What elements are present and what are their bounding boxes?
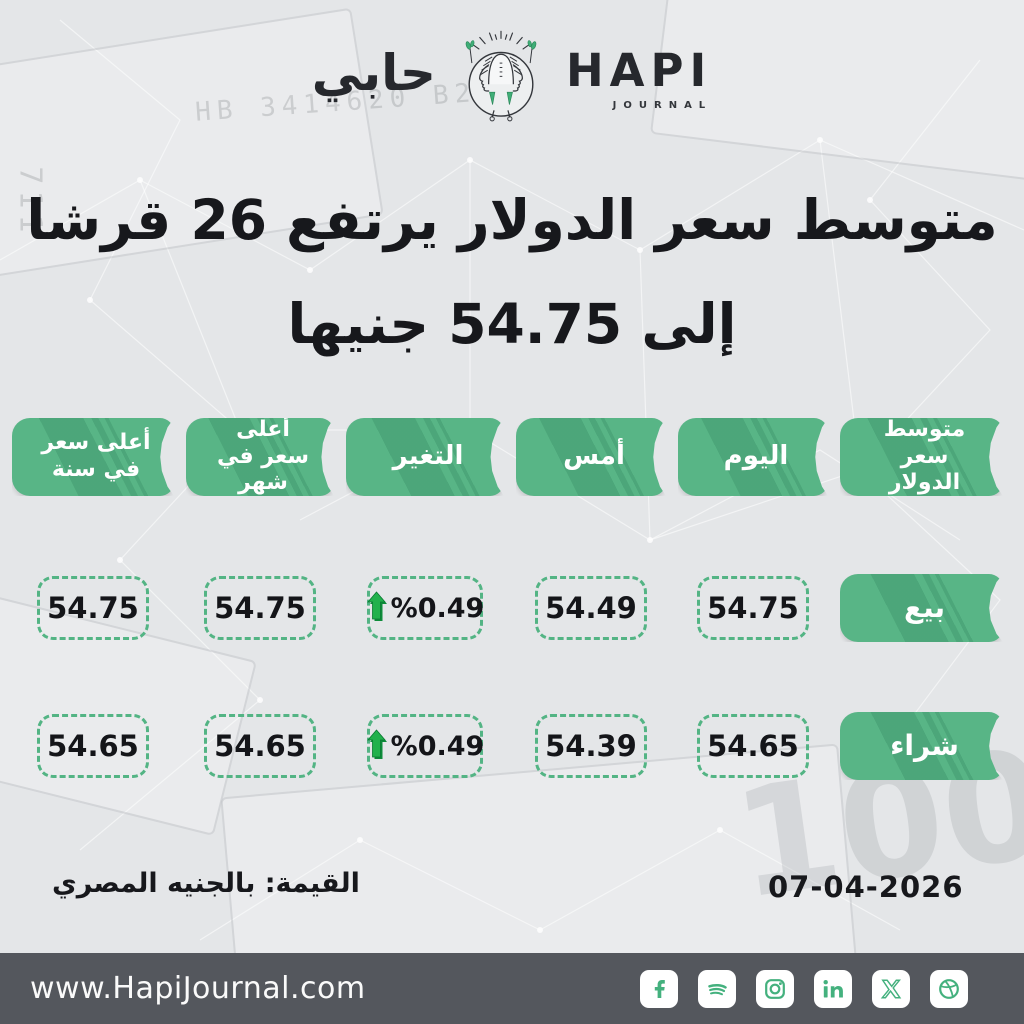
header-change: التغير [346,418,504,496]
cell-sell-year-high: 54.75 [12,576,174,640]
value: 54.75 [47,591,139,625]
headline: متوسط سعر الدولار يرتفع 26 قرشا إلى 54.7… [0,168,1024,376]
hapi-deity-logo-icon [465,30,537,122]
cell-buy-year-high: 54.65 [12,714,174,778]
header-label: اليوم [723,441,789,472]
spotify-icon [698,969,736,1008]
headline-line-2: إلى 54.75 جنيها [287,292,737,356]
brand-latin-title: HAPI [565,43,713,97]
cell-buy-yesterday: 54.39 [516,714,666,778]
cell-sell-change: %0.49 [346,576,504,640]
header-yesterday: أمس [516,418,666,496]
header-label: متوسط سعر الدولار [883,416,966,496]
header-month-high: أعلى سعر في شهر [186,418,334,496]
facebook-icon [640,969,678,1008]
row-label-buy: شراء [840,712,1003,780]
value: 54.75 [707,591,799,625]
cell-sell-month-high: 54.75 [186,576,334,640]
cell-sell-yesterday: 54.49 [516,576,666,640]
header-year-high: أعلى سعر في سنة [12,418,174,496]
cell-buy-today: 54.65 [678,714,828,778]
brand-latin-wordmark: HAPI JOURNAL [566,48,712,111]
brand-logo: حابي [0,26,1024,132]
header-today: اليوم [678,418,828,496]
header-label: أعلى سعر في شهر [216,416,310,496]
value: 54.39 [545,729,637,763]
instagram-icon [756,969,794,1008]
value: %0.49 [390,592,485,624]
footnote-row: القيمة: بالجنيه المصري 07-04-2026 [0,866,1024,910]
table-header-row: متوسط سعر الدولار اليوم أمس التغير أعلى … [12,418,1003,496]
header-label: التغير [392,441,464,472]
up-arrow-icon [366,591,387,621]
table-row-sell: بيع 54.75 54.49 %0.49 54.75 54.75 [20,574,1003,642]
date: 07-04-2026 [768,870,964,904]
linkedin-icon [814,969,852,1008]
up-arrow-icon [366,729,387,759]
brand-latin-subtitle: JOURNAL [612,99,713,111]
rates-table: متوسط سعر الدولار اليوم أمس التغير أعلى … [12,418,1003,788]
row-label: شراء [890,728,959,762]
header-average-dollar-price: متوسط سعر الدولار [840,418,1003,496]
value: 54.65 [214,729,306,763]
row-label-sell: بيع [840,574,1003,642]
value: 54.49 [545,591,637,625]
currency-note: القيمة: بالجنيه المصري [52,868,360,899]
table-row-buy: شراء 54.65 54.39 %0.49 54.65 54.65 [20,712,1003,780]
value: 54.65 [707,729,799,763]
value: 54.65 [47,729,139,763]
header-label: أمس [563,441,625,472]
row-label: بيع [903,590,946,624]
cell-sell-today: 54.75 [678,576,828,640]
value: %0.49 [390,730,485,762]
header-label: أعلى سعر في سنة [41,430,151,482]
value: 54.75 [214,591,306,625]
cell-buy-month-high: 54.65 [186,714,334,778]
cell-buy-change: %0.49 [346,714,504,778]
brand-arabic-wordmark: حابي [311,44,436,102]
footer-bar: www.HapiJournal.com [0,953,1024,1024]
headline-line-1: متوسط سعر الدولار يرتفع 26 قرشا [26,188,998,252]
x-twitter-icon [872,969,910,1008]
social-icons [640,969,968,1008]
website-url: www.HapiJournal.com [30,971,366,1006]
dribbble-icon [930,969,968,1008]
